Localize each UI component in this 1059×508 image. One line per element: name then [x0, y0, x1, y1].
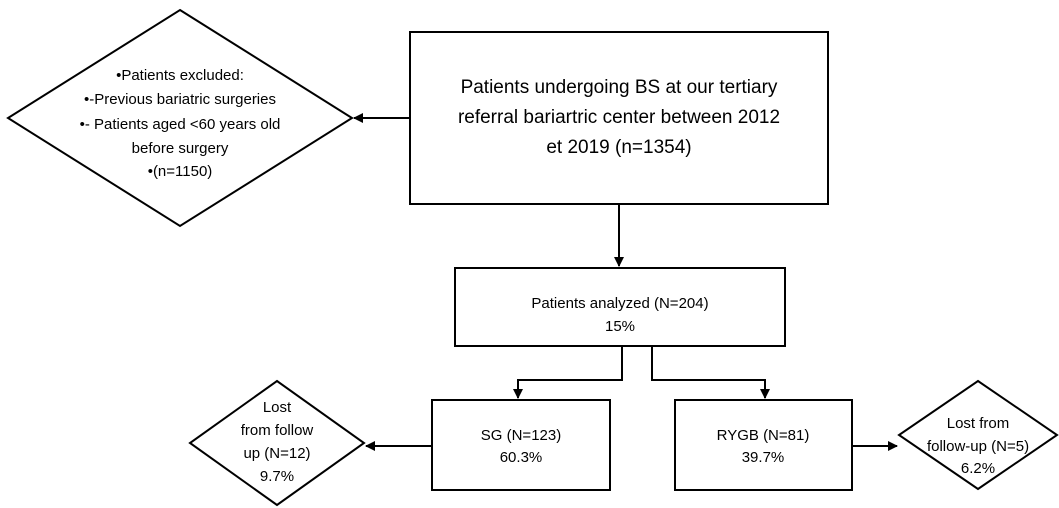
- decision-diamond: [6, 8, 354, 228]
- node-text: •- Patients aged <60 years old: [80, 116, 281, 133]
- process-box: [431, 399, 611, 491]
- node-text: •(n=1150): [148, 163, 213, 180]
- arrow: [651, 346, 770, 399]
- node-text: referral bariartric center between 2012: [458, 107, 780, 128]
- decision-diamond: [188, 379, 366, 507]
- arrow: [513, 346, 623, 399]
- node-text: Lost: [263, 399, 292, 416]
- process-box: [409, 31, 829, 205]
- node-text: Patients analyzed (N=204): [531, 295, 708, 312]
- node-text: 60.3%: [500, 449, 543, 466]
- node-text: •-Previous bariatric surgeries: [84, 91, 276, 108]
- node-text: SG (N=123): [481, 427, 561, 444]
- node-text: et 2019 (n=1354): [546, 137, 691, 158]
- node-text: 39.7%: [742, 449, 785, 466]
- decision-diamond: [897, 379, 1059, 491]
- process-box: [454, 267, 786, 347]
- node-text: 6.2%: [961, 460, 995, 477]
- node-text: 9.7%: [260, 468, 294, 485]
- node-text: 15%: [605, 318, 635, 335]
- node-text: from follow: [241, 422, 314, 439]
- node-text: Lost from: [947, 415, 1010, 432]
- node-text: follow-up (N=5): [927, 438, 1029, 455]
- node-text: up (N=12): [243, 445, 310, 462]
- process-box: [674, 399, 853, 491]
- node-text: before surgery: [132, 140, 229, 157]
- node-text: Patients undergoing BS at our tertiary: [461, 77, 778, 98]
- node-text: RYGB (N=81): [717, 427, 810, 444]
- node-text: •Patients excluded:: [116, 67, 244, 84]
